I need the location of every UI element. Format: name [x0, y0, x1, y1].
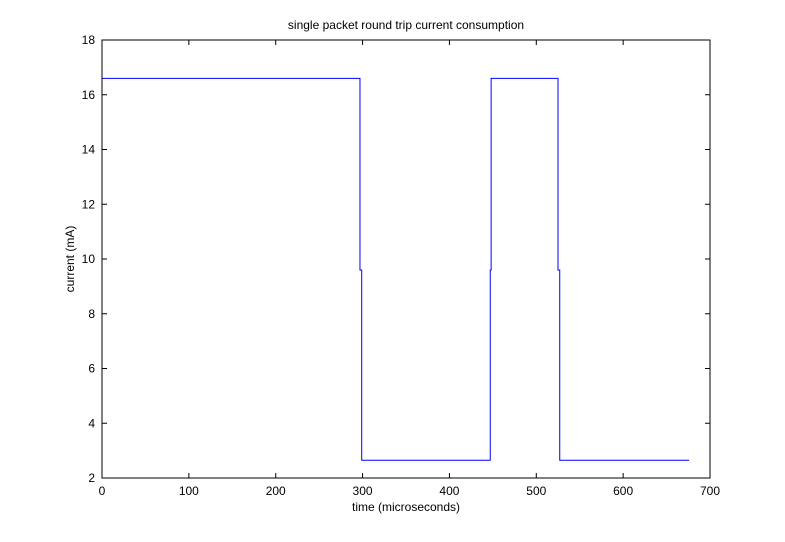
y-axis-label: current (mA) — [63, 226, 77, 293]
x-axis-label: time (microseconds) — [352, 500, 460, 514]
x-tick-label: 400 — [439, 484, 459, 498]
y-tick-label: 12 — [82, 197, 96, 211]
y-tick-label: 14 — [82, 143, 96, 157]
y-tick-label: 16 — [82, 88, 96, 102]
tick-layer: 0 100 200 300 400 500 600 700 2 4 6 8 10 12 14 16 18 — [82, 33, 721, 498]
x-tick-label: 100 — [179, 484, 199, 498]
x-tick-label: 700 — [700, 484, 720, 498]
x-tick-label: 500 — [526, 484, 546, 498]
chart-title: single packet round trip current consump… — [288, 18, 524, 32]
x-tick-label: 200 — [266, 484, 286, 498]
series-layer — [102, 77, 690, 461]
x-tick-label: 300 — [353, 484, 373, 498]
plot-area — [102, 40, 710, 478]
series-line — [102, 77, 690, 461]
y-tick-label: 8 — [88, 307, 95, 321]
y-tick-label: 10 — [82, 252, 96, 266]
x-tick-label: 0 — [99, 484, 106, 498]
x-tick-label: 600 — [613, 484, 633, 498]
y-tick-label: 18 — [82, 33, 96, 47]
y-tick-label: 6 — [88, 362, 95, 376]
y-tick-label: 2 — [88, 471, 95, 485]
y-tick-label: 4 — [88, 416, 95, 430]
